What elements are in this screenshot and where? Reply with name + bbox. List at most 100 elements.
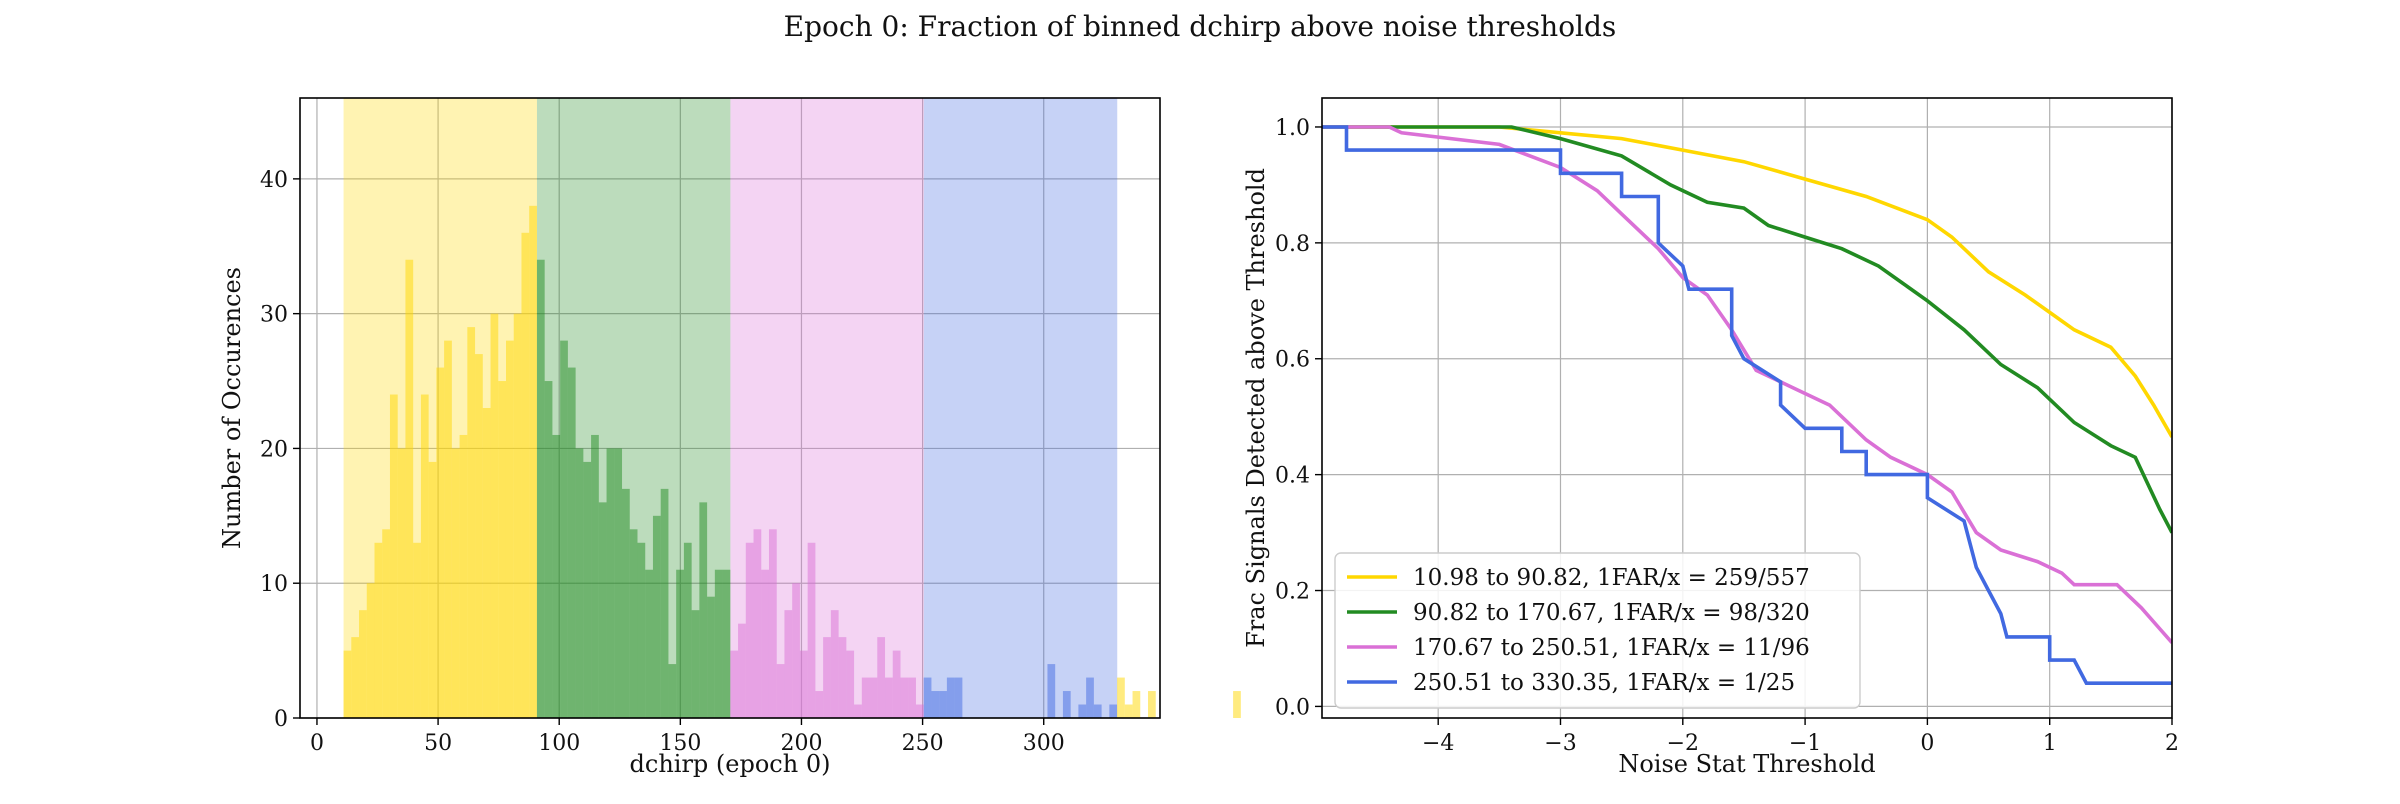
histogram-bar xyxy=(861,677,870,718)
histogram-bar xyxy=(405,259,414,718)
histogram-bar xyxy=(691,610,700,718)
histogram-bar xyxy=(359,610,367,718)
histogram-bar xyxy=(869,677,878,718)
histogram-bar xyxy=(552,434,561,718)
legend: 10.98 to 90.82, 1FAR/x = 259/557 90.82 to… xyxy=(1334,552,1861,709)
plot-frame xyxy=(299,97,1161,719)
figure-title: Epoch 0: Fraction of binned dchirp above… xyxy=(783,10,1617,43)
histogram-bar xyxy=(892,650,901,718)
legend-label: 170.67 to 250.51, 1FAR/x = 11/96 xyxy=(1413,635,1810,661)
histogram-bar xyxy=(490,313,499,718)
x-tick-label: 50 xyxy=(424,731,452,756)
histogram-bar xyxy=(374,542,383,718)
series-line-2 xyxy=(1322,125,2172,534)
y-axis-label: Frac Signals Detected above Threshold xyxy=(1242,168,1270,648)
histogram-bar xyxy=(823,637,831,718)
histogram-bar xyxy=(645,569,653,718)
histogram-bar xyxy=(1078,704,1087,718)
x-tick-label: −4 xyxy=(1422,731,1454,756)
histogram-bar xyxy=(799,650,808,718)
histogram-bar xyxy=(807,542,816,718)
histogram-bar xyxy=(908,677,916,718)
x-tick-label: 2 xyxy=(2165,731,2179,756)
histogram-bar xyxy=(513,313,522,718)
histogram-bar xyxy=(738,623,746,718)
histogram-bar xyxy=(382,529,390,718)
histogram-bar xyxy=(482,408,491,718)
histogram-bar xyxy=(954,677,963,718)
histogram-bar xyxy=(1117,677,1125,718)
y-tick-label: 0.2 xyxy=(1275,580,1310,605)
histogram-bar xyxy=(1233,691,1241,718)
histogram-bar xyxy=(389,394,398,718)
histogram-panel: 0 50 100 150 200 250 300 0 10 20 30 40 dchirp (epoch… xyxy=(218,97,1241,778)
histogram-bar xyxy=(792,583,800,718)
histogram-bar xyxy=(915,704,924,718)
histogram-bar xyxy=(544,381,553,718)
histogram-bar xyxy=(428,461,437,718)
histogram-bar xyxy=(668,664,677,718)
histogram-bar xyxy=(761,569,769,718)
histogram-bar xyxy=(343,650,352,718)
histogram-bar xyxy=(505,340,514,718)
histogram-bar xyxy=(900,677,909,718)
histogram-bar xyxy=(683,542,692,718)
histogram-bar xyxy=(637,542,646,718)
x-tick-label: 1 xyxy=(2043,731,2057,756)
legend-box xyxy=(1334,552,1861,709)
histogram-bar xyxy=(606,448,615,718)
histogram-bar xyxy=(1148,691,1156,718)
x-tick-label: 250 xyxy=(902,731,944,756)
x-tick-label: 100 xyxy=(538,731,580,756)
histogram-bar xyxy=(1062,691,1071,718)
x-axis-label: Noise Stat Threshold xyxy=(1618,750,1875,778)
histogram-bar xyxy=(598,502,607,718)
series-line-1 xyxy=(1322,125,2172,438)
y-tick-label: 0.8 xyxy=(1275,232,1310,257)
plot-frame xyxy=(1321,97,2173,719)
bin-shade xyxy=(923,98,1118,718)
histogram-bar xyxy=(854,704,862,718)
histogram-bar xyxy=(459,434,468,718)
y-tick-label: 0.0 xyxy=(1275,695,1310,720)
histogram-bar xyxy=(413,542,421,718)
histogram-bar xyxy=(784,610,793,718)
histogram-bar xyxy=(753,529,762,718)
histogram-bar xyxy=(622,488,630,718)
histogram-bar xyxy=(830,610,839,718)
histogram-bar xyxy=(560,340,568,718)
histogram-bar xyxy=(1086,677,1094,718)
histogram-bar xyxy=(467,327,476,718)
x-tick-label: −1 xyxy=(1789,731,1821,756)
histogram-bar xyxy=(776,664,785,718)
histogram-bar xyxy=(652,515,661,718)
histogram-bar xyxy=(707,596,715,718)
histogram-bar xyxy=(1132,691,1141,718)
x-axis-label: dchirp (epoch 0) xyxy=(630,750,831,778)
histogram-bar xyxy=(536,259,545,718)
threshold-panel: −4 −3 −2 −1 0 1 2 0.0 0.2 0.4 0.6 0.8 1.0 Noise Stat … xyxy=(1242,97,2179,778)
y-tick-label: 40 xyxy=(260,168,288,193)
x-tick-label: −2 xyxy=(1667,731,1699,756)
histogram-bar xyxy=(498,381,506,718)
histogram-bar xyxy=(815,691,824,718)
histogram-bar xyxy=(1093,704,1102,718)
histogram-bar xyxy=(846,650,855,718)
histogram-bar xyxy=(529,205,537,719)
histogram-bar xyxy=(521,232,530,719)
x-tick-label: 150 xyxy=(659,731,701,756)
y-tick-label: 30 xyxy=(260,303,288,328)
y-tick-label: 0 xyxy=(274,707,288,732)
histogram-bar xyxy=(745,542,754,718)
y-tick-label: 0.6 xyxy=(1275,348,1310,373)
histogram-bar xyxy=(931,691,940,718)
series-line-3 xyxy=(1322,125,2172,644)
x-tick-label: 300 xyxy=(1023,731,1065,756)
histogram-bar xyxy=(923,677,932,718)
x-tick-label: 0 xyxy=(310,731,324,756)
legend-label: 90.82 to 170.67, 1FAR/x = 98/320 xyxy=(1413,600,1810,626)
histogram-bar xyxy=(591,434,599,718)
histogram-bar xyxy=(351,637,360,718)
histogram-bar xyxy=(629,529,638,718)
